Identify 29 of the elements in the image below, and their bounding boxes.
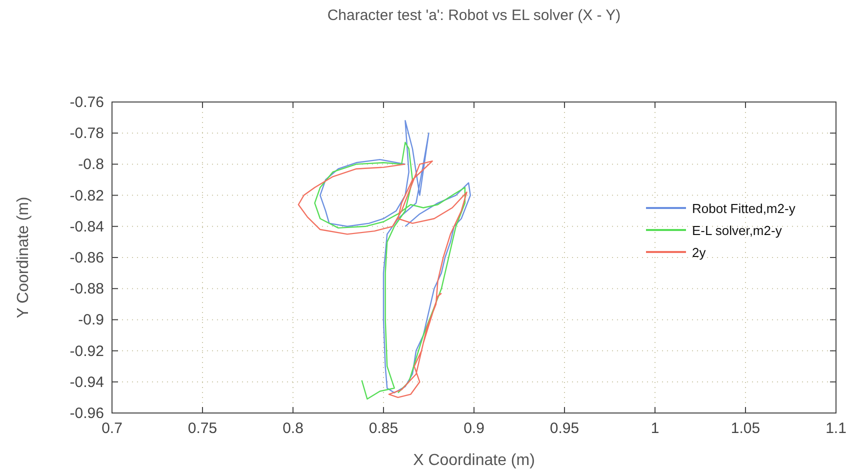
line-series — [320, 120, 471, 394]
legend-label: 2y — [692, 245, 706, 260]
y-tick-label: -0.8 — [78, 156, 104, 174]
y-tick-label: -0.96 — [70, 405, 104, 422]
chart-title: Character test 'a': Robot vs EL solver (X - Y) — [327, 7, 621, 24]
line-series — [314, 142, 466, 400]
y-tick-label: -0.94 — [70, 374, 104, 391]
x-tick-label: 0.95 — [550, 420, 580, 437]
x-tick-label: 0.8 — [282, 420, 304, 437]
y-tick-label: -0.78 — [70, 125, 104, 142]
line-series — [298, 160, 468, 398]
legend-label: E-L solver,m2-y — [692, 223, 782, 238]
y-axis-title: Y Coordinate (m) — [15, 196, 32, 318]
y-tick-label: -0.82 — [70, 187, 104, 204]
y-tick-label: -0.76 — [70, 94, 104, 111]
x-axis-title: X Coordinate (m) — [413, 452, 535, 469]
x-tick-label: 0.75 — [188, 420, 218, 437]
y-tick-label: -0.86 — [70, 250, 104, 266]
x-tick-label: 0.7 — [102, 420, 122, 437]
y-tick-label: -0.88 — [70, 280, 104, 298]
x-tick-label: 1 — [650, 420, 660, 437]
x-tick-label: 1.05 — [730, 420, 760, 437]
x-tick-label: 0.9 — [464, 420, 484, 437]
legend-label: Robot Fitted,m2-y — [692, 201, 796, 216]
y-tick-label: -0.92 — [70, 342, 104, 360]
x-tick-label: 1.1 — [826, 420, 846, 437]
y-tick-label: -0.84 — [70, 218, 104, 236]
y-tick-label: -0.9 — [78, 312, 104, 329]
x-tick-label: 0.85 — [368, 420, 398, 437]
